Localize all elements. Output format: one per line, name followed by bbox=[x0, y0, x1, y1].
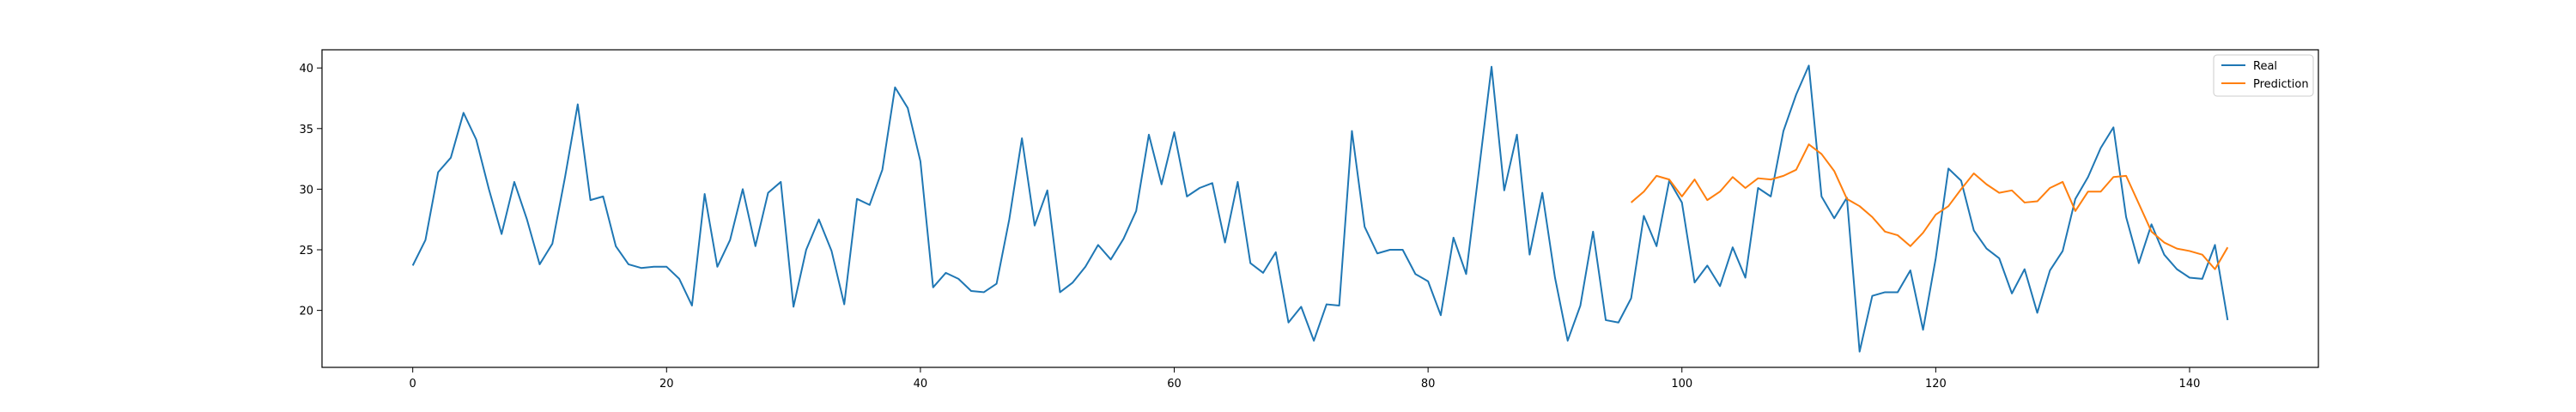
y-tick-label: 40 bbox=[299, 63, 313, 76]
y-tick-label: 20 bbox=[299, 306, 313, 318]
x-tick-label: 100 bbox=[1671, 378, 1692, 391]
legend-label-prediction: Prediction bbox=[2253, 78, 2309, 91]
x-tick-label: 60 bbox=[1167, 378, 1182, 391]
x-tick-label: 140 bbox=[2179, 378, 2201, 391]
series-line-real bbox=[411, 64, 2229, 353]
y-tick-label: 30 bbox=[299, 184, 313, 197]
x-tick-label: 120 bbox=[1925, 378, 1947, 391]
legend-label-real: Real bbox=[2253, 60, 2277, 73]
plot-frame bbox=[321, 49, 2319, 368]
x-tick-label: 80 bbox=[1421, 378, 1436, 391]
x-tick-label: 20 bbox=[659, 378, 674, 391]
x-tick-label: 0 bbox=[410, 378, 416, 391]
series-line-prediction bbox=[1630, 143, 2229, 270]
x-tick-label: 40 bbox=[914, 378, 928, 391]
y-tick-label: 35 bbox=[299, 124, 313, 136]
legend: Real Prediction bbox=[2213, 54, 2314, 97]
y-tick-label: 25 bbox=[299, 245, 313, 258]
